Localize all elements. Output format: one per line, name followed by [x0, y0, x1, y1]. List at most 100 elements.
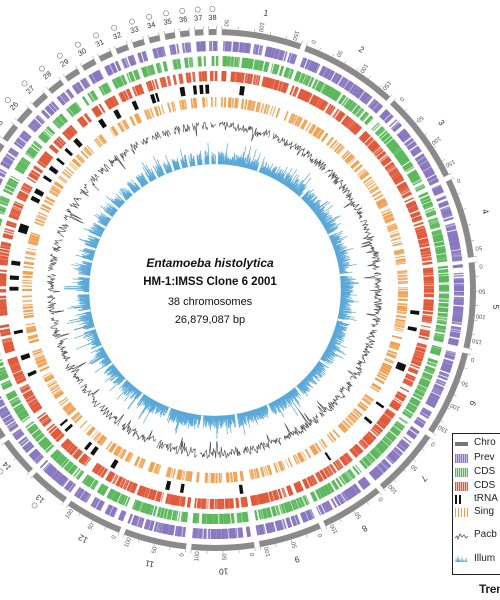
cds-red-mark [28, 400, 39, 407]
previous-annotation-mark [0, 402, 6, 408]
previous-annotation-mark [291, 515, 298, 526]
illumina-coverage-bar [255, 163, 259, 171]
cds-green-mark [15, 406, 25, 414]
previous-annotation-mark [90, 496, 97, 507]
cds-green-mark [363, 456, 372, 465]
previous-annotation-mark [42, 462, 51, 471]
chromosome-segment [32, 92, 49, 109]
previous-annotation-mark [46, 465, 56, 475]
previous-annotation-mark [382, 112, 391, 121]
previous-annotation-mark [433, 189, 444, 195]
chromosome-tick [305, 534, 308, 538]
singleton-mark [369, 185, 379, 193]
previous-annotation-mark [20, 134, 29, 142]
cds-red-mark [19, 383, 29, 390]
trna-mark [19, 223, 30, 231]
trna-mark [407, 326, 418, 332]
cds-red-mark [374, 148, 384, 157]
cds-green-mark [325, 86, 333, 97]
cds-green-mark [108, 489, 115, 500]
previous-annotation-mark [66, 88, 75, 98]
chromosome-tick [301, 40, 303, 44]
cds-red-mark [33, 406, 43, 414]
cds-green-mark [8, 177, 19, 184]
cds-green-mark [416, 385, 427, 393]
previous-annotation-mark [5, 153, 16, 161]
chromosome-segment [0, 427, 6, 440]
illumina-coverage-bar [259, 161, 265, 173]
chromosome-segment [67, 500, 122, 533]
previous-annotation-mark [438, 201, 449, 207]
previous-annotation-mark [137, 517, 143, 528]
cds-red-mark [404, 197, 414, 203]
previous-annotation-mark [124, 57, 130, 68]
previous-annotation-mark [432, 187, 443, 193]
previous-annotation-mark [388, 119, 398, 128]
illumina-coverage-bar [220, 151, 222, 165]
cds-green-mark [98, 484, 105, 494]
illumina-coverage-bar [243, 157, 246, 168]
cds-red-mark [327, 105, 335, 115]
cds-green-mark [364, 115, 373, 125]
cds-red-mark [313, 96, 320, 107]
previous-annotation-mark [414, 153, 425, 161]
previous-annotation-mark [436, 378, 447, 385]
singleton-mark [352, 410, 361, 418]
previous-annotation-mark [98, 69, 104, 79]
cds-red-mark [345, 452, 353, 462]
singleton-mark [351, 161, 360, 170]
cds-red-mark [96, 105, 103, 115]
previous-annotation-mark [380, 460, 390, 470]
illumina-coverage-bar [238, 154, 242, 167]
cds-green-mark [69, 105, 78, 115]
cds-green-mark [4, 184, 15, 192]
cds-green-mark [98, 86, 105, 96]
cds-green-mark [20, 158, 30, 166]
singleton-mark [358, 169, 367, 177]
cds-green-mark [9, 397, 20, 404]
cds-green-mark [403, 409, 414, 416]
cds-red-mark [362, 134, 371, 144]
singleton-mark [386, 222, 397, 228]
previous-annotation-mark [398, 131, 408, 139]
illumina-coverage-bar [251, 165, 254, 170]
cds-green-mark [31, 143, 41, 151]
illumina-coverage-bar [226, 158, 228, 165]
cds-red-mark [94, 106, 102, 116]
cds-red-mark [396, 181, 407, 188]
previous-annotation-mark [431, 390, 442, 396]
singleton-mark [82, 148, 91, 157]
singleton-mark [133, 456, 140, 466]
pacbio-coverage-line [242, 434, 282, 455]
cds-red-mark [42, 419, 53, 428]
previous-annotation-mark [15, 139, 25, 148]
singleton-mark [119, 449, 126, 459]
previous-annotation-mark [3, 416, 13, 423]
previous-annotation-mark [397, 442, 407, 451]
cds-red-mark [418, 238, 429, 244]
illumina-coverage-bar [252, 164, 256, 171]
chromosome-tick [356, 68, 359, 71]
circos-tracks [0, 26, 479, 554]
singleton-mark [57, 176, 67, 184]
cds-red-mark [364, 136, 373, 145]
illumina-coverage-bar [253, 166, 256, 171]
illumina-coverage-bar [235, 160, 238, 166]
illumina-coverage-bar [252, 159, 257, 170]
chromosome-tick [393, 97, 397, 101]
cds-red-mark [315, 97, 322, 108]
cds-green-mark [400, 158, 410, 166]
illumina-coverage-bar [254, 164, 258, 171]
trna-mark [396, 361, 407, 370]
illumina-coverage-bar [239, 159, 242, 167]
pacbio-coverage-line [316, 381, 353, 418]
cds-red-mark [386, 165, 396, 172]
singleton-mark [291, 114, 298, 125]
chromosome-tick [415, 120, 418, 123]
cds-red-mark [30, 402, 40, 410]
singleton-mark [336, 145, 344, 154]
cds-red-mark [336, 459, 344, 469]
cds-green-mark [321, 486, 328, 496]
previous-annotation-mark [114, 61, 122, 72]
previous-annotation-mark [35, 455, 45, 465]
